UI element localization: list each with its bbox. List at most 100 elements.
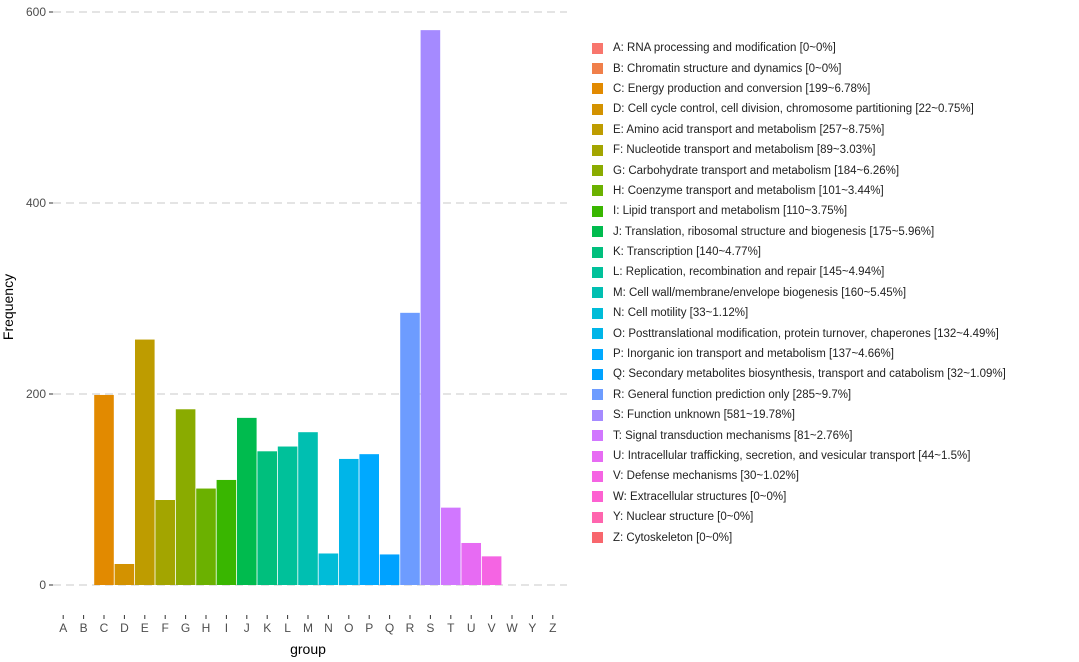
legend-label: N: Cell motility [33~1.12%] bbox=[613, 307, 749, 320]
legend: A: RNA processing and modification [0~0%… bbox=[592, 38, 1079, 548]
legend-item-V: V: Defense mechanisms [30~1.02%] bbox=[592, 466, 1079, 486]
legend-label: J: Translation, ribosomal structure and … bbox=[613, 225, 935, 238]
legend-key bbox=[592, 430, 603, 442]
legend-label: E: Amino acid transport and metabolism [… bbox=[613, 123, 885, 136]
legend-label: G: Carbohydrate transport and metabolism… bbox=[613, 164, 900, 177]
legend-label: H: Coenzyme transport and metabolism [10… bbox=[613, 184, 884, 197]
x-tick-label-B: B bbox=[80, 621, 88, 635]
legend-key bbox=[592, 511, 603, 523]
legend-item-A: A: RNA processing and modification [0~0%… bbox=[592, 38, 1079, 58]
legend-label: L: Replication, recombination and repair… bbox=[613, 266, 885, 279]
legend-key bbox=[592, 63, 603, 75]
x-tick-label-W: W bbox=[506, 621, 518, 635]
x-tick-label-D: D bbox=[120, 621, 129, 635]
legend-item-D: D: Cell cycle control, cell division, ch… bbox=[592, 99, 1079, 119]
bar-E bbox=[135, 339, 155, 585]
x-tick-label-Y: Y bbox=[528, 621, 536, 635]
legend-key bbox=[592, 266, 603, 278]
legend-key bbox=[592, 124, 603, 136]
x-tick-label-Z: Z bbox=[549, 621, 556, 635]
bar-U bbox=[461, 542, 481, 585]
x-tick-label-E: E bbox=[141, 621, 149, 635]
legend-item-J: J: Translation, ribosomal structure and … bbox=[592, 222, 1079, 242]
bars bbox=[94, 30, 502, 585]
bar-O bbox=[339, 458, 359, 585]
legend-item-B: B: Chromatin structure and dynamics [0~0… bbox=[592, 58, 1079, 78]
legend-key bbox=[592, 348, 603, 360]
x-tick-label-Q: Q bbox=[385, 621, 394, 635]
legend-item-S: S: Function unknown [581~19.78%] bbox=[592, 405, 1079, 425]
legend-item-K: K: Transcription [140~4.77%] bbox=[592, 242, 1079, 262]
bar-M bbox=[298, 432, 318, 585]
legend-key bbox=[592, 328, 603, 340]
legend-key bbox=[592, 144, 603, 156]
legend-item-T: T: Signal transduction mechanisms [81~2.… bbox=[592, 425, 1079, 445]
legend-item-I: I: Lipid transport and metabolism [110~3… bbox=[592, 201, 1079, 221]
legend-key bbox=[592, 83, 603, 95]
legend-item-L: L: Replication, recombination and repair… bbox=[592, 262, 1079, 282]
legend-label: O: Posttranslational modification, prote… bbox=[613, 327, 999, 340]
legend-label: D: Cell cycle control, cell division, ch… bbox=[613, 103, 974, 116]
legend-label: K: Transcription [140~4.77%] bbox=[613, 246, 761, 259]
legend-item-E: E: Amino acid transport and metabolism [… bbox=[592, 120, 1079, 140]
legend-label: A: RNA processing and modification [0~0%… bbox=[613, 42, 836, 55]
legend-key bbox=[592, 185, 603, 197]
x-tick-label-U: U bbox=[467, 621, 476, 635]
legend-key bbox=[592, 246, 603, 258]
legend-key bbox=[592, 287, 603, 299]
legend-item-U: U: Intracellular trafficking, secretion,… bbox=[592, 446, 1079, 466]
legend-item-G: G: Carbohydrate transport and metabolism… bbox=[592, 160, 1079, 180]
bar-J bbox=[237, 417, 257, 585]
legend-label: C: Energy production and conversion [199… bbox=[613, 82, 871, 95]
y-tick-label: 0 bbox=[39, 578, 46, 592]
legend-label: T: Signal transduction mechanisms [81~2.… bbox=[613, 429, 853, 442]
legend-label: I: Lipid transport and metabolism [110~3… bbox=[613, 205, 848, 218]
legend-label: V: Defense mechanisms [30~1.02%] bbox=[613, 470, 799, 483]
y-axis: 0 200 400 600 bbox=[26, 5, 53, 592]
x-axis-title: group bbox=[290, 641, 326, 657]
legend-label: R: General function prediction only [285… bbox=[613, 388, 852, 401]
x-tick-label-P: P bbox=[365, 621, 373, 635]
legend-label: Y: Nuclear structure [0~0%] bbox=[613, 511, 754, 524]
legend-label: Q: Secondary metabolites biosynthesis, t… bbox=[613, 368, 1006, 381]
legend-key bbox=[592, 368, 603, 380]
x-tick-label-K: K bbox=[263, 621, 271, 635]
legend-item-O: O: Posttranslational modification, prote… bbox=[592, 323, 1079, 343]
x-tick-label-J: J bbox=[244, 621, 250, 635]
legend-item-P: P: Inorganic ion transport and metabolis… bbox=[592, 344, 1079, 364]
x-tick-label-O: O bbox=[344, 621, 353, 635]
bar-V bbox=[481, 556, 502, 585]
x-tick-label-V: V bbox=[488, 621, 496, 635]
legend-key bbox=[592, 491, 603, 503]
legend-item-W: W: Extracellular structures [0~0%] bbox=[592, 487, 1079, 507]
legend-label: M: Cell wall/membrane/envelope biogenesi… bbox=[613, 286, 907, 299]
bar-S bbox=[420, 30, 441, 585]
bar-C bbox=[94, 394, 114, 585]
legend-item-M: M: Cell wall/membrane/envelope biogenesi… bbox=[592, 283, 1079, 303]
legend-label: W: Extracellular structures [0~0%] bbox=[613, 490, 787, 503]
x-tick-label-G: G bbox=[181, 621, 190, 635]
y-tick-label: 400 bbox=[26, 196, 46, 210]
x-tick-label-L: L bbox=[284, 621, 291, 635]
legend-item-Q: Q: Secondary metabolites biosynthesis, t… bbox=[592, 364, 1079, 384]
bar-P bbox=[359, 454, 379, 585]
legend-item-F: F: Nucleotide transport and metabolism [… bbox=[592, 140, 1079, 160]
legend-key bbox=[592, 307, 603, 319]
y-tick-label: 200 bbox=[26, 387, 46, 401]
bar-K bbox=[257, 451, 277, 585]
bar-N bbox=[318, 553, 339, 585]
bar-L bbox=[277, 446, 298, 585]
legend-key bbox=[592, 409, 603, 421]
legend-item-C: C: Energy production and conversion [199… bbox=[592, 79, 1079, 99]
bar-Q bbox=[379, 554, 400, 585]
x-tick-label-M: M bbox=[303, 621, 313, 635]
legend-item-Z: Z: Cytoskeleton [0~0%] bbox=[592, 527, 1079, 547]
y-tick-label: 600 bbox=[26, 5, 46, 19]
legend-label: Z: Cytoskeleton [0~0%] bbox=[613, 531, 733, 544]
bar-F bbox=[155, 500, 175, 585]
legend-item-Y: Y: Nuclear structure [0~0%] bbox=[592, 507, 1079, 527]
x-tick-label-N: N bbox=[324, 621, 333, 635]
legend-key bbox=[592, 226, 603, 238]
bar-R bbox=[400, 312, 420, 585]
